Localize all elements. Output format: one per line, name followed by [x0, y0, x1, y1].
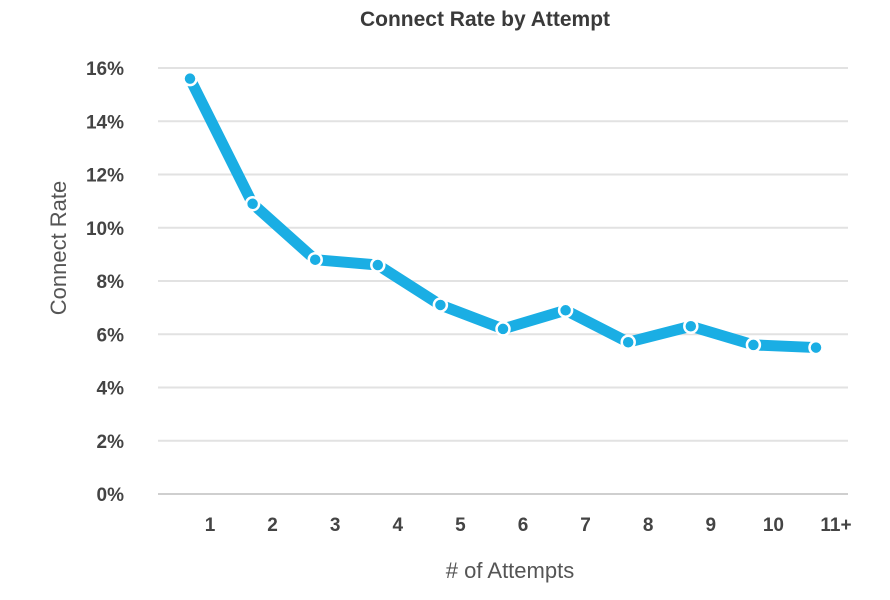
x-tick-label: 3	[330, 515, 341, 536]
x-tick-label: 7	[580, 515, 591, 536]
data-point	[745, 337, 762, 353]
x-tick-label: 2	[267, 515, 278, 536]
y-tick-label: 16%	[86, 59, 124, 80]
y-axis-label: Connect Rate	[46, 181, 71, 316]
y-axis-ticks: 0% 2% 4% 6% 8% 10% 12% 14% 16%	[86, 59, 124, 506]
x-tick-label: 8	[643, 515, 654, 536]
data-point	[182, 70, 198, 87]
y-tick-label: 0%	[97, 485, 125, 506]
series-layer	[182, 70, 824, 356]
data-point	[244, 196, 261, 212]
x-axis-ticks: 1 2 3 4 5 6 7 8 9 10 11+	[205, 515, 852, 536]
y-tick-label: 4%	[97, 379, 125, 400]
x-tick-label: 4	[393, 515, 404, 536]
data-point	[683, 318, 699, 335]
x-tick-label: 6	[518, 515, 529, 536]
chart-title: Connect Rate by Attempt	[360, 8, 610, 31]
x-tick-label: 1	[205, 515, 216, 536]
gridlines	[158, 67, 848, 495]
data-point	[808, 339, 824, 356]
data-point	[557, 302, 574, 319]
series-line	[184, 73, 822, 354]
y-tick-label: 14%	[86, 112, 124, 133]
data-point	[370, 257, 386, 273]
data-point	[495, 321, 511, 337]
data-point	[307, 251, 323, 268]
x-axis-label: # of Attempts	[446, 558, 574, 583]
data-point	[620, 334, 636, 350]
x-tick-label: 5	[455, 515, 466, 536]
y-tick-label: 6%	[97, 325, 125, 346]
y-tick-label: 2%	[97, 432, 125, 453]
y-tick-label: 10%	[86, 219, 124, 240]
y-tick-label: 12%	[86, 166, 124, 187]
x-tick-label: 11+	[820, 515, 851, 536]
x-tick-label: 9	[706, 515, 717, 536]
y-tick-label: 8%	[97, 272, 125, 293]
data-point	[432, 297, 449, 313]
x-tick-label: 10	[763, 515, 784, 536]
